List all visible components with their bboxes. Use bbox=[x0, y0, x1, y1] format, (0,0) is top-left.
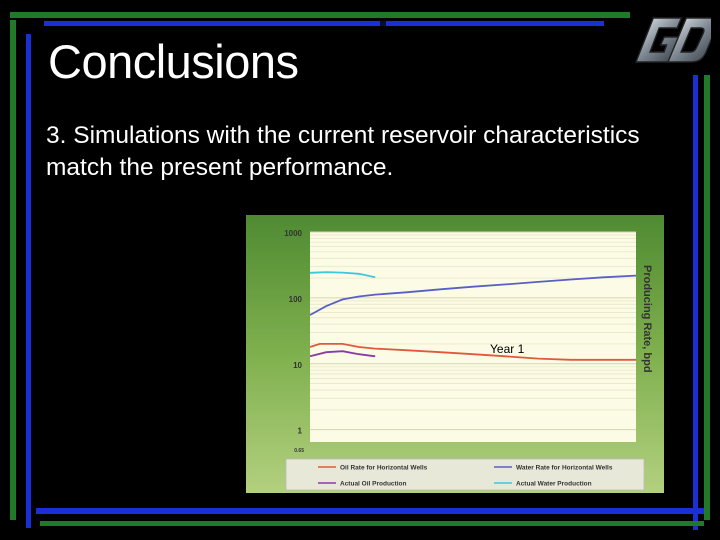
y-tick-label: 10 bbox=[293, 361, 302, 370]
y-tick-label: 0.65 bbox=[294, 448, 304, 454]
left-green-bar bbox=[10, 20, 16, 520]
top-green-bar bbox=[10, 12, 630, 18]
top-blue-bar bbox=[44, 21, 604, 26]
y-axis-ticks: 1000 100 10 1 0.65 bbox=[284, 229, 304, 454]
bottom-blue-bar bbox=[36, 508, 704, 514]
bottom-green-bar bbox=[40, 521, 704, 526]
top-dark-bar bbox=[380, 21, 386, 26]
legend-label: Oil Rate for Horizontal Wells bbox=[340, 465, 428, 472]
series-lines bbox=[309, 271, 637, 361]
legend-box bbox=[285, 458, 645, 491]
y-tick-label: 100 bbox=[289, 295, 303, 304]
slide-title: Conclusions bbox=[48, 35, 299, 88]
y-tick-label: 1 bbox=[298, 427, 303, 436]
year-annotation: Year 1 bbox=[490, 342, 525, 356]
series-line bbox=[309, 271, 376, 279]
legend-label: Actual Water Production bbox=[516, 481, 592, 488]
series-line bbox=[309, 342, 636, 361]
legend-label: Actual Oil Production bbox=[340, 481, 406, 488]
series-line bbox=[309, 350, 376, 358]
y-axis-label: Producing Rate, bpd bbox=[641, 265, 653, 373]
series-line bbox=[309, 274, 637, 316]
production-rate-chart: 1000 100 10 1 0.65 Producing Rate, bpd Year … bbox=[246, 215, 664, 493]
right-blue-bar bbox=[693, 75, 698, 530]
legend: Oil Rate for Horizontal Wells Water Rate … bbox=[318, 465, 613, 488]
plot-area bbox=[310, 232, 636, 442]
left-blue-bar bbox=[26, 34, 31, 528]
legend-label: Water Rate for Horizontal Wells bbox=[516, 465, 613, 472]
company-logo bbox=[634, 17, 711, 63]
y-tick-label: 1000 bbox=[284, 229, 302, 238]
slide-bullet-text: 3. Simulations with the current reservoi… bbox=[46, 122, 640, 181]
right-green-bar bbox=[704, 75, 710, 520]
